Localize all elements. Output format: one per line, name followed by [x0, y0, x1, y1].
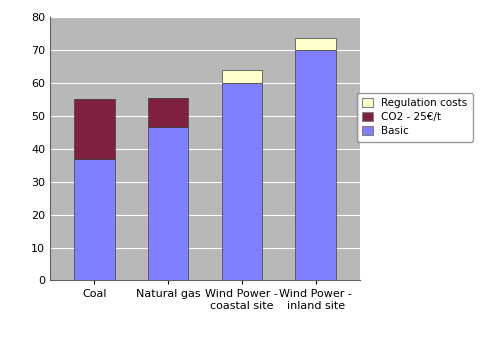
Bar [148, 98, 188, 127]
Bar [222, 83, 262, 280]
Legend: Regulation costs, CO2 - 25€/t, Basic: Regulation costs, CO2 - 25€/t, Basic [357, 93, 472, 142]
Bar [296, 50, 336, 280]
Bar [222, 70, 262, 83]
Bar [148, 127, 188, 280]
Bar [74, 159, 114, 280]
Bar [74, 100, 114, 159]
Bar [296, 39, 336, 50]
